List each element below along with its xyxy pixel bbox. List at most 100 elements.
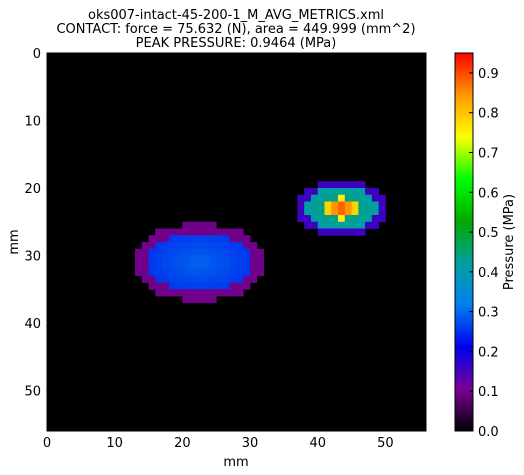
heatmap-cell [229,282,237,290]
heatmap-cell [182,296,190,304]
heatmap-cell [209,269,217,277]
heatmap-cell [134,248,143,256]
heatmap-cell [189,228,197,236]
heatmap-cells [134,181,386,304]
heatmap-cell [182,255,190,263]
heatmap-cell [162,228,170,236]
heatmap-cell [209,289,217,297]
heatmap-cell [155,248,163,256]
heatmap-cell [209,221,217,229]
heatmap-cell [202,262,210,270]
colorbar-tick-label: 0.9 [478,67,499,82]
heatmap-cell [250,262,258,270]
heatmap-cell [189,262,197,270]
heatmap-cell [344,194,352,202]
heatmap-cell [189,269,197,277]
heatmap-cell [168,242,176,250]
heatmap-cell [331,181,339,189]
heatmap-cell [202,275,210,283]
heatmap-cell [162,248,170,256]
heatmap-cell [168,248,176,256]
heatmap-cell [168,255,176,263]
heatmap-cell [243,275,251,283]
heatmap-cell [297,201,305,209]
heatmap-cell [202,282,210,290]
heatmap-cell [222,269,231,277]
heatmap-cell [155,242,163,250]
heatmap-cell [317,208,325,216]
heatmap-cell [229,235,237,243]
heatmap-cell [371,194,380,202]
heatmap-cell [148,242,156,250]
heatmap-cell [317,181,325,189]
heatmap-cell [365,208,373,216]
heatmap-cell [155,228,163,236]
heatmap-cell [209,262,217,270]
heatmap-cell [168,269,176,277]
heatmap-cell [243,255,251,263]
heatmap-cell [202,289,210,297]
heatmap-cell [236,228,244,236]
colorbar-tick-label: 0.2 [478,345,499,360]
heatmap-cell [162,275,170,283]
heatmap-cell [168,235,176,243]
heatmap-cell [344,188,352,196]
heatmap-cell [148,235,156,243]
heatmap-cell [189,296,197,304]
heatmap-cell [195,235,204,243]
heatmap-cell [310,201,319,209]
heatmap-cell [324,194,332,202]
heatmap-cell [229,262,237,270]
heatmap-cell [189,275,197,283]
title-line-2: CONTACT: force = 75.632 (N), area = 449.… [56,22,415,37]
heatmap-cell [202,235,210,243]
heatmap-cell [236,269,244,277]
heatmap-cell [209,296,217,304]
heatmap-cell [243,282,251,290]
y-tick-label: 50 [24,385,41,400]
colorbar-tick-label: 0.5 [478,226,499,241]
heatmap-cell [351,201,359,209]
heatmap-cell [358,221,366,229]
heatmap-cell [182,262,190,270]
heatmap-cell [222,242,231,250]
heatmap-cell [216,269,224,277]
heatmap-cell [351,208,359,216]
heatmap-cell [304,188,312,196]
heatmap-cell [236,282,244,290]
heatmap-cell [155,262,163,270]
heatmap-cell [155,269,163,277]
heatmap-cell [134,262,143,270]
heatmap-cell [338,188,346,196]
heatmap-cell [304,221,312,229]
x-axis-ticks: 0 10 20 30 40 50 [43,53,394,451]
heatmap-cell [195,282,204,290]
heatmap-cell [209,228,217,236]
heatmap-cell [236,262,244,270]
heatmap-cell [209,248,217,256]
heatmap-cell [243,269,251,277]
heatmap-cell [304,201,312,209]
heatmap-cell [189,289,197,297]
heatmap-cell [243,242,251,250]
heatmap-cell [297,194,305,202]
heatmap-cell [229,255,237,263]
heatmap-cell [243,262,251,270]
heatmap-cell [148,248,156,256]
heatmap-cell [324,215,332,223]
y-axis-label: mm [7,229,22,254]
heatmap-cell [175,228,183,236]
heatmap-cell [236,242,244,250]
heatmap-cell [175,282,183,290]
heatmap-cell [256,269,264,277]
heatmap-cell [216,282,224,290]
heatmap-cell [155,255,163,263]
heatmap-cell [371,221,380,229]
heatmap-cell [351,215,359,223]
heatmap-cell [358,201,366,209]
heatmap-cell [331,194,339,202]
heatmap-cell [358,181,366,189]
heatmap-cell [175,269,183,277]
heatmap-cell [222,235,231,243]
